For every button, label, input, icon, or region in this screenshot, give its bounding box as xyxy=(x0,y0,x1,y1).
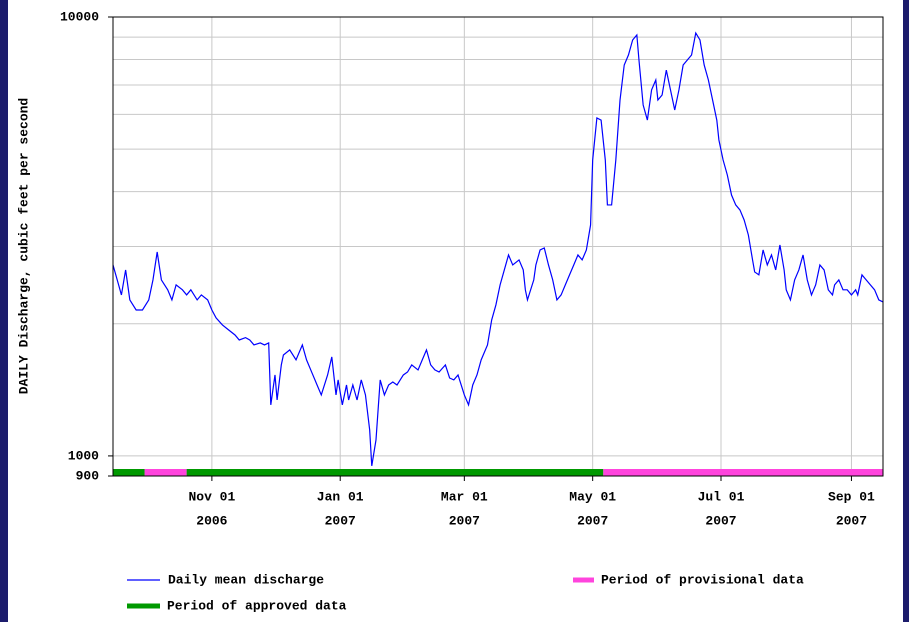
legend-label: Daily mean discharge xyxy=(168,572,324,587)
period-bar xyxy=(144,469,187,476)
period-bar xyxy=(186,469,604,476)
y-tick-label: 1000 xyxy=(68,448,99,463)
legend-label: Period of provisional data xyxy=(601,572,804,587)
x-tick-label: 2007 xyxy=(705,513,736,528)
right-border xyxy=(903,0,909,622)
plot-frame xyxy=(112,16,884,477)
period-bar xyxy=(113,469,145,476)
x-tick-label: 2006 xyxy=(196,513,227,528)
y-axis-label: DAILY Discharge, cubic feet per second xyxy=(16,98,31,394)
x-tick-label: 2007 xyxy=(836,513,867,528)
period-bar xyxy=(603,469,883,476)
legend-label: Period of approved data xyxy=(167,598,347,613)
x-tick-label: 2007 xyxy=(577,513,608,528)
x-tick-label: Nov 01 xyxy=(188,489,235,504)
x-tick-label: Sep 01 xyxy=(828,489,875,504)
x-tick-label: 2007 xyxy=(449,513,480,528)
discharge-line xyxy=(112,31,884,466)
x-tick-label: Jul 01 xyxy=(698,489,745,504)
y-tick-label: 10000 xyxy=(60,9,99,24)
x-tick-label: May 01 xyxy=(569,489,616,504)
x-tick-label: 2007 xyxy=(325,513,356,528)
x-tick-label: Jan 01 xyxy=(317,489,364,504)
x-tick-label: Mar 01 xyxy=(441,489,488,504)
left-border xyxy=(0,0,8,622)
y-tick-label: 900 xyxy=(76,468,100,483)
